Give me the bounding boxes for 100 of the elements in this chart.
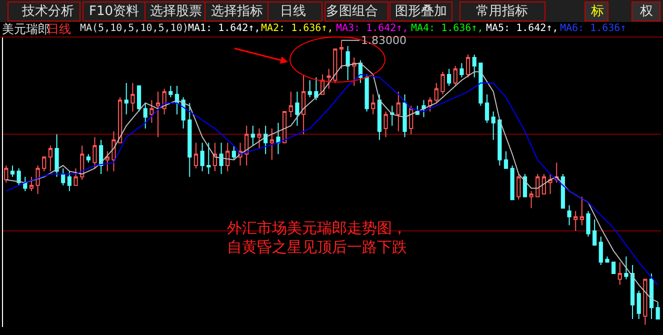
candlestick	[42, 156, 46, 172]
candlestick	[522, 174, 528, 198]
candlestick	[498, 120, 502, 166]
candlestick	[605, 256, 610, 263]
candlestick	[548, 174, 552, 194]
text: MA5: 1.642↑,	[486, 23, 558, 34]
candlestick	[422, 100, 426, 118]
text: MA(5,10,5,10,5,10)	[80, 23, 188, 34]
text: 日线	[280, 4, 306, 19]
candlestick	[504, 150, 508, 169]
candlestick	[54, 134, 59, 178]
candlestick	[536, 174, 540, 198]
candlestick	[295, 91, 300, 126]
candlestick	[466, 54, 470, 78]
candlestick	[200, 142, 204, 172]
candlestick	[282, 110, 287, 144]
annotation: 自黄昏之星见顶后一路下跌	[227, 238, 407, 256]
text: 技术分析	[21, 4, 74, 19]
candlestick	[206, 142, 211, 175]
candlestick	[99, 139, 104, 175]
candlestick	[212, 142, 217, 172]
candlestick	[624, 256, 628, 280]
candlestick	[364, 74, 369, 112]
candlestick	[143, 102, 148, 130]
candlestick	[447, 68, 452, 86]
candlestick	[308, 80, 312, 98]
candlestick	[16, 168, 21, 186]
candlestick	[4, 165, 8, 184]
candlestick	[92, 136, 97, 169]
candlestick	[174, 85, 180, 115]
candlestick	[630, 264, 635, 320]
candlestick	[250, 125, 255, 146]
candlestick	[36, 165, 40, 194]
chart-title: 美元瑞郎	[2, 22, 50, 36]
candlestick	[29, 176, 34, 192]
candlestick	[61, 168, 66, 186]
candlestick	[124, 82, 128, 115]
candlestick	[453, 66, 458, 86]
candlestick	[270, 128, 274, 160]
candlestick	[105, 150, 110, 172]
candlestick	[580, 196, 584, 226]
candlestick	[118, 96, 122, 144]
annotation: 外汇市场美元瑞郎走势图，	[227, 219, 407, 237]
candlestick	[598, 236, 603, 266]
candlestick	[67, 170, 72, 192]
candlestick	[472, 54, 476, 78]
candlestick	[257, 128, 262, 149]
candlestick	[396, 91, 400, 132]
candlestick	[264, 125, 268, 155]
candlestick	[618, 262, 622, 286]
text: 常用指标	[476, 4, 528, 19]
candlestick	[643, 278, 648, 326]
candlestick	[74, 168, 78, 186]
text: 权	[639, 4, 653, 19]
candlestick	[244, 125, 249, 166]
candlestick	[352, 56, 356, 86]
candlestick	[23, 176, 28, 192]
text: MA4: 1.636↑,	[411, 23, 484, 34]
candlestick	[130, 82, 135, 112]
candlestick	[402, 94, 407, 138]
candlestick	[529, 190, 534, 209]
candlestick	[48, 145, 52, 172]
candlestick	[136, 85, 142, 112]
text: 选择指标	[211, 4, 263, 19]
candlestick	[301, 74, 306, 135]
text: 标	[590, 4, 604, 19]
candlestick	[219, 142, 224, 175]
candlestick	[434, 82, 438, 104]
text: MA3: 1.642↑,	[336, 23, 408, 34]
candlestick	[232, 145, 236, 160]
candlestick	[516, 174, 521, 200]
candlestick	[428, 96, 432, 112]
candlestick	[574, 210, 578, 232]
candlestick	[656, 301, 660, 320]
candlestick	[592, 219, 597, 246]
text: MA1: 1.642↑,	[188, 23, 260, 34]
candlestick	[542, 174, 546, 194]
candlestick	[612, 262, 616, 274]
candlestick	[567, 204, 572, 226]
candlestick	[112, 130, 116, 172]
text: 选择股票	[150, 4, 202, 19]
candlestick	[636, 290, 641, 320]
annotation: 1.83000	[361, 34, 406, 47]
text: 多图组合	[326, 4, 378, 19]
candlestick	[586, 210, 590, 238]
text: MA6: 1.636↑	[560, 23, 626, 34]
candlestick	[314, 76, 318, 101]
candlestick	[384, 110, 388, 138]
candlestick	[276, 122, 280, 155]
candlestick	[80, 145, 84, 180]
candlestick	[194, 142, 198, 169]
candlestick	[478, 62, 483, 106]
candlestick	[484, 94, 490, 124]
candlestick	[288, 91, 293, 118]
text: 图形叠加	[395, 4, 447, 19]
candlestick	[409, 105, 414, 135]
candlestick	[181, 96, 186, 130]
candlestick	[333, 48, 338, 84]
candlestick	[150, 100, 154, 124]
candlestick	[326, 68, 331, 90]
